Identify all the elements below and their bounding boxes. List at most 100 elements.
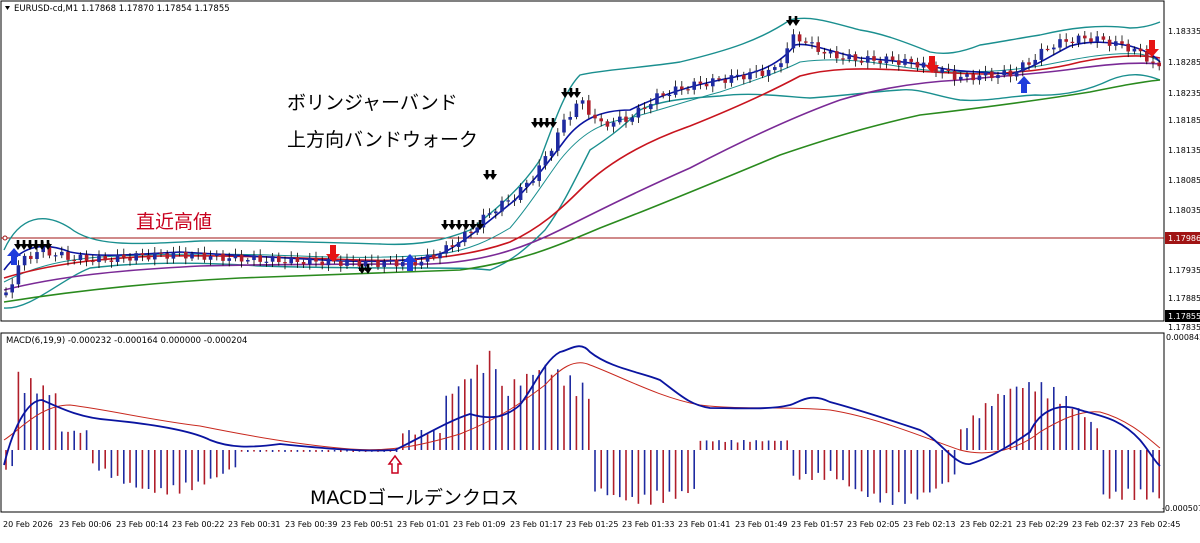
candle-body — [1052, 47, 1056, 50]
candle-body — [915, 61, 920, 68]
candle-body — [345, 259, 349, 266]
candle-body — [618, 116, 622, 123]
recent-high-line-handle[interactable] — [2, 235, 8, 241]
candle-body — [1064, 39, 1068, 42]
candle-body — [66, 251, 70, 260]
candle-body — [828, 51, 833, 54]
candle-body — [283, 262, 287, 264]
candle-body — [649, 104, 653, 110]
time-tick: 23 Feb 01:41 — [678, 520, 730, 529]
candle-body — [748, 72, 752, 80]
candle-body — [754, 70, 758, 73]
candle-body — [946, 69, 951, 71]
candle-body — [1021, 62, 1025, 72]
candle-body — [134, 253, 138, 261]
candle-body — [16, 265, 21, 285]
current-price-tag — [1165, 310, 1200, 322]
candle-body — [363, 260, 368, 267]
candle-body — [78, 254, 83, 261]
candle-body — [1126, 43, 1130, 52]
candle-body — [549, 150, 554, 157]
price-tick: 1.18085 — [1168, 176, 1200, 185]
candle-body — [153, 252, 157, 260]
up-arrow-icon — [7, 248, 21, 265]
candle-body — [1045, 48, 1050, 51]
time-tick: 23 Feb 00:31 — [228, 520, 280, 529]
candle-body — [1002, 70, 1006, 76]
small-down-arrow-icon — [20, 240, 28, 250]
candle-body — [1132, 48, 1137, 52]
candle-body — [723, 79, 727, 83]
candle-body — [122, 254, 126, 258]
candle-body — [934, 65, 938, 73]
small-down-arrow-icon — [549, 118, 557, 128]
candle-body — [872, 56, 876, 61]
candle-body — [983, 71, 988, 76]
candle-body — [264, 261, 269, 263]
candle-body — [878, 60, 882, 64]
time-tick: 23 Feb 00:39 — [285, 520, 337, 529]
candle-body — [587, 100, 591, 115]
candle-body — [128, 257, 132, 261]
candle-body — [227, 258, 231, 261]
candle-body — [965, 74, 969, 77]
candle-body — [444, 245, 448, 254]
time-tick: 23 Feb 01:49 — [735, 520, 787, 529]
candle-body — [320, 261, 324, 266]
candle-body — [91, 260, 95, 263]
current-price-label: 1.17855 — [1168, 312, 1200, 321]
candle-body — [202, 252, 207, 260]
symbol-label: EURUSD-cd,M1 1.17868 1.17870 1.17854 1.1… — [14, 4, 230, 14]
candle-body — [500, 200, 504, 212]
candle-body — [357, 260, 362, 267]
bollinger-middle-line — [3, 53, 1161, 283]
candle-body — [177, 251, 182, 254]
candle-body — [698, 81, 703, 84]
price-tick: 1.17935 — [1168, 266, 1200, 275]
candle-body — [568, 117, 572, 120]
candle-body — [959, 76, 963, 80]
candle-body — [419, 261, 424, 266]
candle-body — [853, 54, 858, 61]
price-tick: 1.17885 — [1168, 294, 1200, 303]
candle-body — [537, 165, 541, 181]
candle-body — [1014, 71, 1019, 77]
candle-body — [624, 116, 628, 122]
candle-body — [1070, 41, 1075, 44]
small-down-arrow-icon — [14, 240, 22, 250]
down-arrow-icon — [1145, 40, 1159, 57]
candle-body — [599, 118, 603, 122]
time-tick: 23 Feb 02:37 — [1072, 520, 1124, 529]
candle-body — [370, 260, 374, 262]
band-walk-annotation: 上方向バンドウォーク — [287, 129, 478, 151]
candle-body — [742, 74, 746, 80]
small-down-arrow-icon — [543, 118, 551, 128]
small-down-arrow-icon — [441, 220, 449, 230]
bollinger-upper-line — [3, 17, 1161, 251]
candle-body — [766, 69, 771, 76]
candle-body — [580, 100, 585, 104]
candle-body — [556, 132, 560, 151]
candle-body — [611, 122, 616, 127]
small-down-arrow-icon — [455, 220, 463, 230]
time-tick: 23 Feb 01:17 — [510, 520, 562, 529]
candle-body — [636, 107, 641, 118]
candle-body — [990, 71, 994, 79]
candle-body — [1101, 36, 1106, 40]
candle-body — [847, 54, 851, 60]
candle-body — [22, 255, 27, 266]
candle-body — [835, 51, 839, 59]
candle-body — [53, 255, 58, 257]
candle-body — [438, 253, 442, 259]
candle-body — [196, 252, 200, 254]
candle-body — [704, 83, 709, 87]
candle-body — [655, 93, 659, 105]
time-tick: 23 Feb 02:05 — [847, 520, 899, 529]
candle-body — [810, 42, 814, 44]
candle-body — [140, 253, 145, 256]
small-down-arrow-icon — [38, 240, 46, 250]
candle-body — [1083, 35, 1087, 39]
triangle-down-icon[interactable] — [5, 6, 10, 10]
candle-body — [897, 60, 901, 65]
